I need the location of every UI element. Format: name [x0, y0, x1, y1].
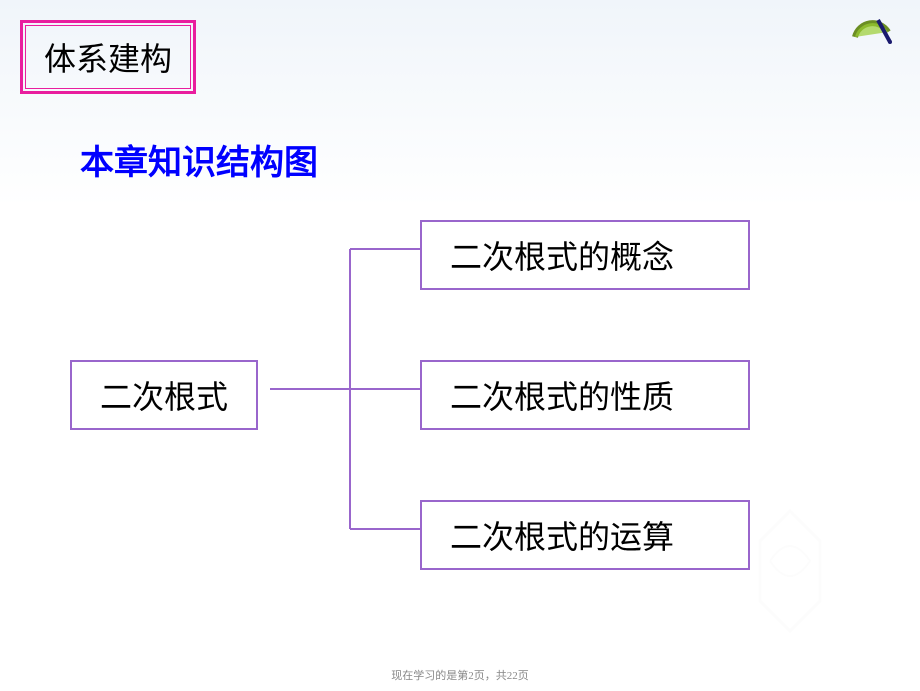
subtitle: 本章知识结构图: [80, 135, 318, 184]
header-title: 体系建构: [25, 25, 191, 89]
diagram-child-node: 二次根式的性质: [420, 360, 750, 430]
diagram-child-node: 二次根式的概念: [420, 220, 750, 290]
diagram-container: 二次根式 二次根式的概念 二次根式的性质 二次根式的运算: [60, 210, 800, 610]
header-box: 体系建构: [20, 20, 196, 94]
logo-icon: [850, 12, 892, 48]
diagram-child-node: 二次根式的运算: [420, 500, 750, 570]
watermark-icon: [710, 491, 870, 651]
footer-page-info: 现在学习的是第2页，共22页: [391, 667, 529, 683]
diagram-root-node: 二次根式: [70, 360, 258, 430]
